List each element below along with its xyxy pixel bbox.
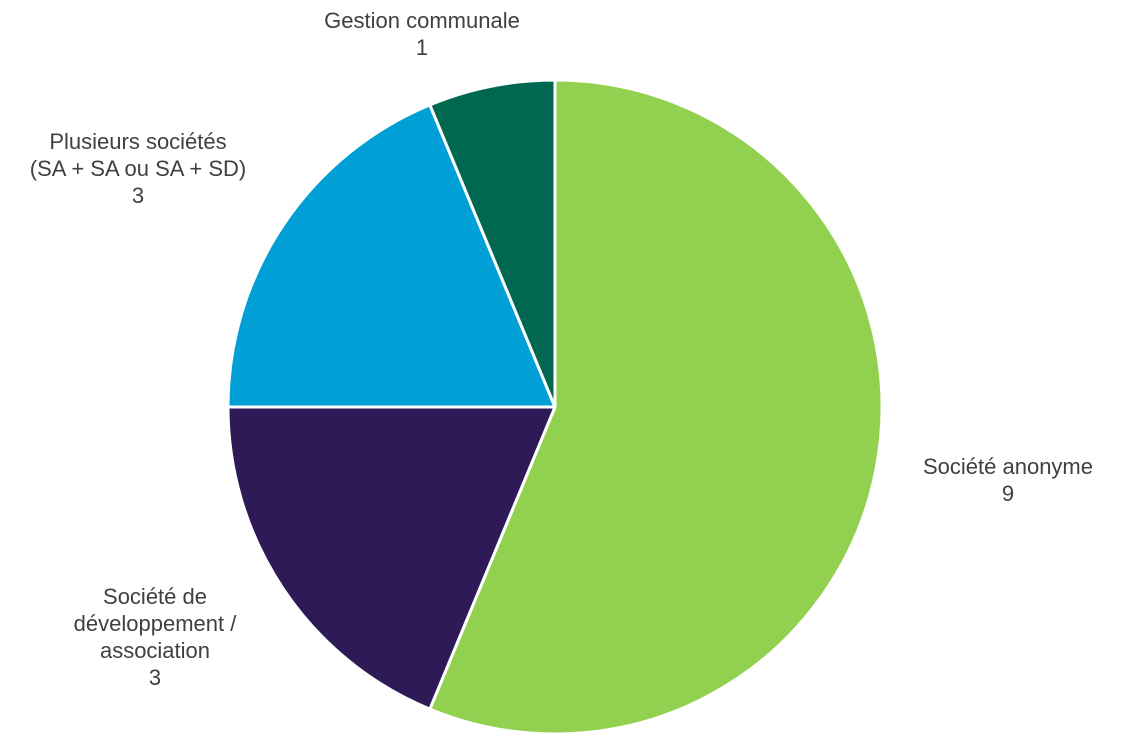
pie-slices [226,78,884,734]
pie-slice-plusieurs-societes-sa-sa-ou-sa-sd [226,103,557,409]
pie-slice-societe-de-developpement-association [226,405,557,711]
data-label-value: 3 [149,665,161,690]
data-label-value: 1 [416,35,428,60]
data-label-plusieurs-societes-sa-sa-ou-sa-sd: Plusieurs sociétés(SA + SA ou SA + SD)3 [30,129,246,208]
data-label-value: 3 [132,183,144,208]
data-label-category: association [100,638,210,663]
data-label-value: 9 [1002,481,1014,506]
data-label-category: Plusieurs sociétés [49,129,226,154]
data-label-category: développement / [74,611,238,636]
data-label-category: (SA + SA ou SA + SD) [30,156,246,181]
data-label-category: Société de [103,584,207,609]
data-label-category: Société anonyme [923,454,1093,479]
data-label-category: Gestion communale [324,8,520,33]
pie-slice-gestion-communale [428,78,557,409]
pie-slice-societe-anonyme [428,78,884,734]
